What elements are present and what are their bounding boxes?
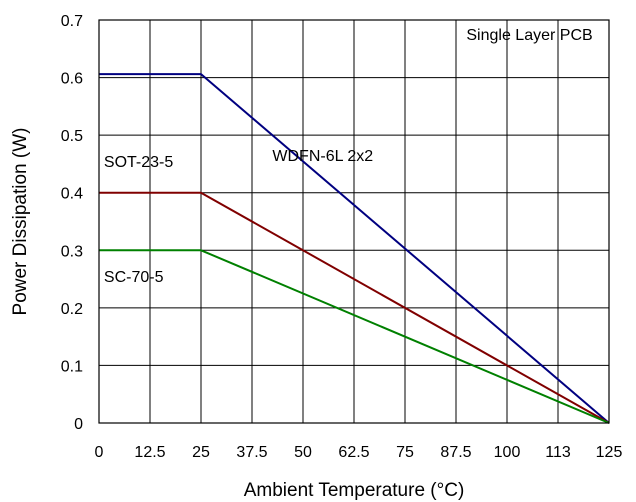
x-tick-label: 113 bbox=[545, 444, 571, 461]
y-tick-labels: 0 0.1 0.2 0.3 0.4 0.5 0.6 0.7 bbox=[61, 13, 83, 433]
y-tick-label: 0.3 bbox=[61, 243, 83, 260]
annotation-label-0: Single Layer PCB bbox=[466, 27, 592, 44]
annotation-label-1: WDFN-6L 2x2 bbox=[272, 148, 373, 165]
annotations: Single Layer PCB WDFN-6L 2x2 SOT-23-5 SC-70… bbox=[104, 27, 593, 286]
x-tick-label: 75 bbox=[396, 444, 414, 461]
series-line-2 bbox=[99, 249, 610, 424]
x-tick-label: 37.5 bbox=[236, 444, 267, 461]
y-tick-label: 0.4 bbox=[61, 186, 83, 203]
series-line-0 bbox=[99, 73, 610, 424]
x-tick-label: 125 bbox=[596, 444, 623, 461]
y-tick-label: 0.2 bbox=[61, 301, 83, 318]
y-tick-label: 0 bbox=[74, 416, 83, 433]
series-lines bbox=[99, 73, 610, 424]
annotation-label-2: SOT-23-5 bbox=[104, 154, 173, 171]
y-tick-label: 0.1 bbox=[61, 358, 83, 375]
x-tick-labels: 0 12.5 25 37.5 50 62.5 75 87.5 100 113 125 bbox=[95, 444, 623, 461]
y-axis-title: Power Dissipation (W) bbox=[10, 128, 31, 316]
x-tick-label: 25 bbox=[192, 444, 210, 461]
x-tick-label: 62.5 bbox=[338, 444, 369, 461]
annotation-label-3: SC-70-5 bbox=[104, 269, 164, 286]
x-axis-title: Ambient Temperature (°C) bbox=[244, 480, 465, 501]
x-tick-label: 100 bbox=[494, 444, 521, 461]
grid-lines bbox=[99, 20, 609, 423]
x-tick-label: 0 bbox=[95, 444, 104, 461]
y-tick-label: 0.5 bbox=[61, 128, 83, 145]
x-tick-label: 50 bbox=[294, 444, 312, 461]
series-line-1 bbox=[99, 191, 610, 424]
plot-frame bbox=[98, 19, 610, 424]
x-tick-label: 87.5 bbox=[440, 444, 471, 461]
y-tick-label: 0.6 bbox=[61, 71, 83, 88]
y-tick-label: 0.7 bbox=[61, 13, 83, 30]
x-tick-label: 12.5 bbox=[134, 444, 165, 461]
